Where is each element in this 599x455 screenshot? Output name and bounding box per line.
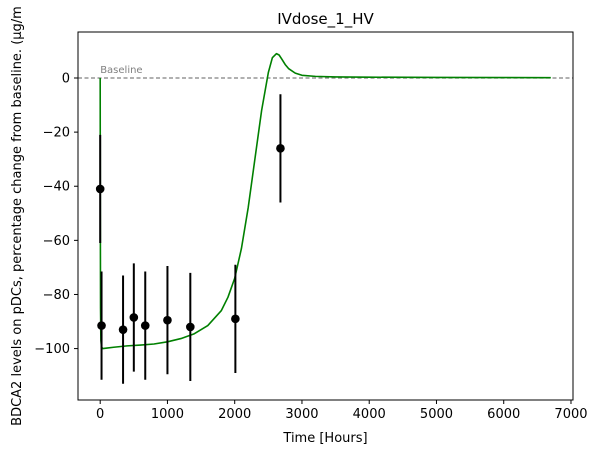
- data-point: [130, 313, 139, 322]
- y-axis-label: BDCA2 levels on pDCs, percentage change …: [10, 6, 25, 426]
- data-point: [97, 321, 106, 330]
- data-point: [141, 321, 150, 330]
- x-tick-label: 7000: [554, 407, 587, 422]
- y-tick-label: −20: [43, 126, 70, 141]
- data-point: [96, 185, 105, 194]
- chart-title: IVdose_1_HV: [277, 10, 374, 29]
- baseline-label: Baseline: [100, 65, 142, 76]
- data-point: [276, 144, 285, 153]
- y-tick-label: −100: [34, 342, 70, 357]
- y-tick-label: 0: [62, 72, 70, 87]
- x-tick-label: 4000: [353, 407, 386, 422]
- data-point: [119, 325, 128, 334]
- x-tick-label: 1000: [151, 407, 184, 422]
- data-point: [163, 316, 172, 325]
- data-point: [231, 315, 240, 324]
- y-tick-label: −80: [43, 288, 70, 303]
- x-axis-label: Time [Hours]: [282, 431, 367, 446]
- data-point: [186, 323, 195, 332]
- x-tick-label: 3000: [285, 407, 318, 422]
- x-tick-label: 0: [96, 407, 104, 422]
- x-tick-label: 6000: [487, 407, 520, 422]
- y-tick-label: −60: [43, 234, 70, 249]
- x-tick-label: 2000: [218, 407, 251, 422]
- x-tick-label: 5000: [420, 407, 453, 422]
- y-tick-label: −40: [43, 180, 70, 195]
